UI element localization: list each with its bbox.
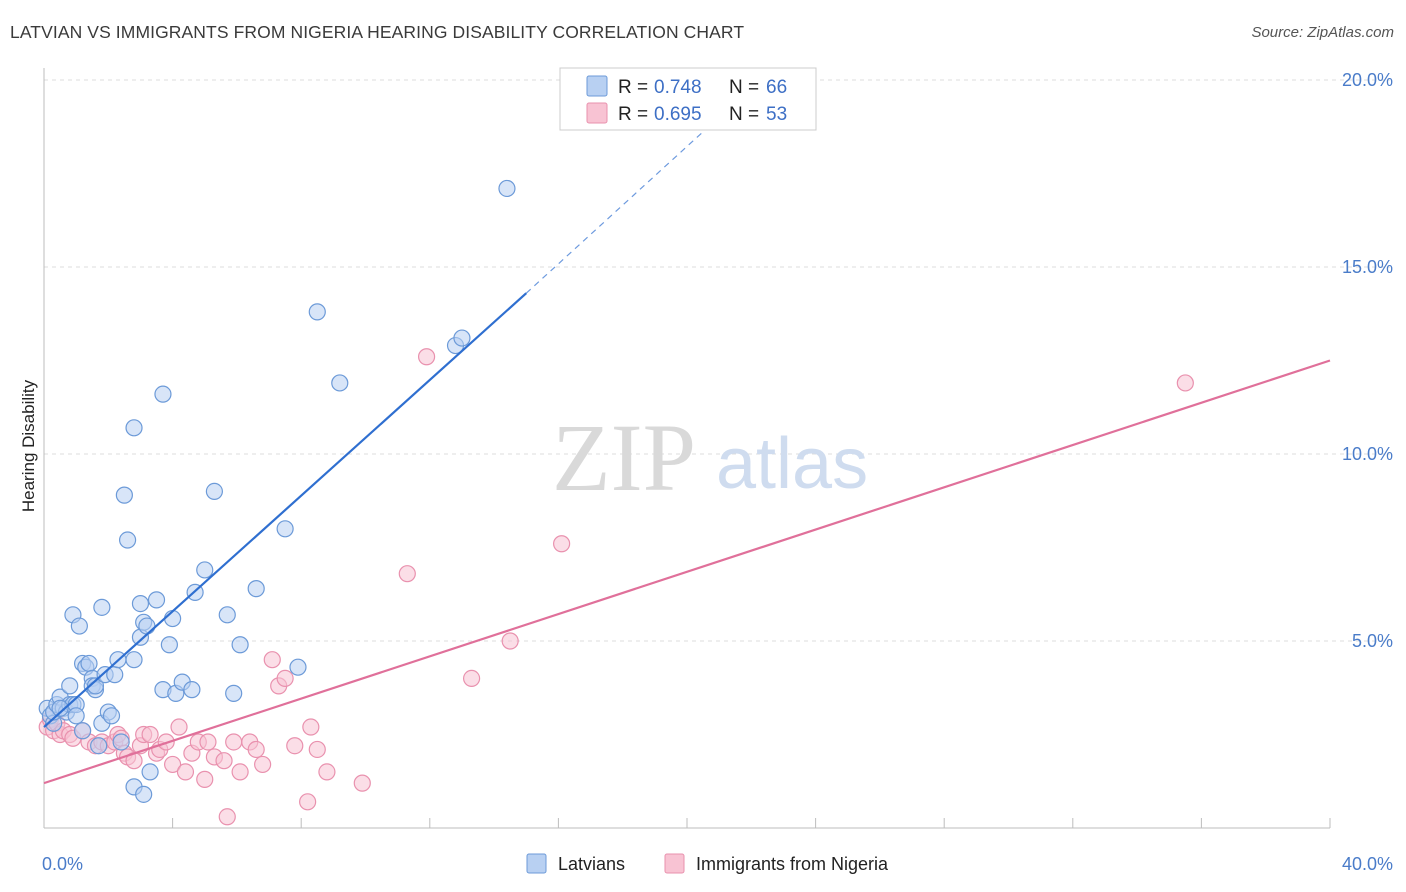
point-nigeria [199, 733, 217, 751]
point-latvians [67, 707, 85, 725]
point-latvians [115, 486, 133, 504]
point-nigeria [170, 718, 188, 736]
point-nigeria [302, 718, 320, 736]
point-latvians [289, 658, 307, 676]
y-tick-label: 10.0% [1342, 444, 1393, 464]
point-nigeria [276, 669, 294, 688]
y-tick-label: 20.0% [1342, 70, 1393, 90]
point-latvians [164, 609, 182, 628]
point-latvians [141, 763, 159, 781]
point-latvians [453, 329, 471, 347]
y-tick-label: 5.0% [1352, 631, 1393, 651]
point-latvians [231, 636, 249, 654]
point-nigeria [263, 651, 281, 669]
point-latvians [183, 681, 201, 699]
y-tick-labels: 5.0% 10.0% 15.0% 20.0% [1342, 70, 1393, 651]
point-nigeria [308, 740, 326, 759]
point-latvians [80, 654, 98, 673]
point-latvians [331, 374, 349, 392]
point-latvians [138, 617, 156, 635]
source-credit: Source: ZipAtlas.com [1251, 24, 1394, 41]
trend-lines [43, 101, 1331, 785]
point-latvians [196, 561, 214, 579]
point-nigeria [247, 740, 265, 759]
legend-swatch-nigeria [586, 102, 608, 124]
point-nigeria [501, 632, 519, 650]
chart-title: LATVIAN VS IMMIGRANTS FROM NIGERIA HEARI… [10, 22, 745, 42]
point-latvians [112, 733, 130, 751]
grid [44, 79, 1390, 642]
point-nigeria [417, 348, 436, 366]
legend-r-label: R = [618, 104, 648, 125]
point-latvians [90, 737, 108, 755]
watermark-zip: ZIP [552, 404, 696, 511]
point-nigeria [176, 763, 195, 781]
point-nigeria [1176, 374, 1194, 392]
y-axis-title: Hearing Disability [19, 379, 38, 512]
legend-swatch-latvians [586, 75, 608, 97]
legend-r-value-nigeria: 0.695 [654, 104, 702, 125]
legend-r-value-latvians: 0.748 [654, 77, 702, 98]
point-latvians [276, 520, 294, 538]
trend-line-nigeria [43, 359, 1331, 785]
point-latvians [86, 677, 105, 695]
point-latvians [498, 179, 516, 198]
point-latvians [160, 636, 178, 654]
point-latvians [70, 617, 88, 635]
y-tick-label: 15.0% [1342, 257, 1393, 277]
point-latvians [218, 606, 236, 624]
point-nigeria [164, 755, 182, 774]
point-latvians [154, 385, 172, 403]
point-latvians [125, 651, 143, 669]
point-nigeria [196, 770, 214, 788]
trend-line-latvians-extension [525, 101, 736, 294]
point-nigeria [553, 535, 571, 553]
point-nigeria [318, 763, 336, 781]
legend-box: R = 0.748 N = 66 R = 0.695 N = 53 [559, 67, 817, 131]
point-latvians [131, 594, 150, 613]
legend-r-label: R = [618, 77, 648, 98]
legend-n-label: N = [729, 104, 759, 125]
point-latvians [147, 591, 166, 609]
watermark-atlas: atlas [716, 424, 868, 504]
x-tick-label-max: 40.0% [1342, 854, 1393, 874]
bottom-legend-swatch-latvians [526, 853, 547, 874]
point-latvians [73, 722, 92, 740]
point-nigeria [218, 808, 236, 826]
point-latvians [61, 677, 79, 695]
point-nigeria [398, 565, 416, 583]
point-nigeria [225, 733, 243, 751]
point-nigeria [254, 755, 272, 774]
point-latvians [118, 531, 137, 549]
point-nigeria [299, 793, 317, 811]
point-nigeria [462, 669, 481, 688]
legend-n-value-nigeria: 53 [766, 104, 787, 125]
point-latvians [102, 707, 121, 725]
point-nigeria [353, 774, 371, 792]
point-nigeria [215, 752, 233, 770]
point-latvians [225, 684, 243, 702]
point-latvians [51, 699, 69, 717]
series-latvians [38, 179, 516, 803]
point-latvians [247, 580, 265, 598]
bottom-legend-swatch-nigeria [664, 853, 685, 874]
point-latvians [93, 598, 111, 616]
legend-n-label: N = [729, 77, 759, 98]
point-latvians [308, 303, 326, 321]
point-latvians [125, 419, 143, 437]
point-latvians [205, 482, 223, 500]
bottom-legend-nigeria: Immigrants from Nigeria [696, 854, 889, 874]
watermark: ZIP atlas [552, 404, 868, 511]
point-nigeria [231, 763, 249, 781]
x-tick-label-min: 0.0% [42, 854, 83, 874]
bottom-legend-latvians: Latvians [558, 854, 625, 874]
legend-n-value-latvians: 66 [766, 77, 787, 98]
point-nigeria [286, 737, 304, 755]
x-ticks: 0.0% 40.0% [42, 818, 1393, 874]
point-nigeria [141, 725, 159, 744]
trend-line-latvians [43, 292, 527, 728]
bottom-legend: Latvians Immigrants from Nigeria [526, 853, 889, 874]
point-latvians [135, 785, 153, 803]
